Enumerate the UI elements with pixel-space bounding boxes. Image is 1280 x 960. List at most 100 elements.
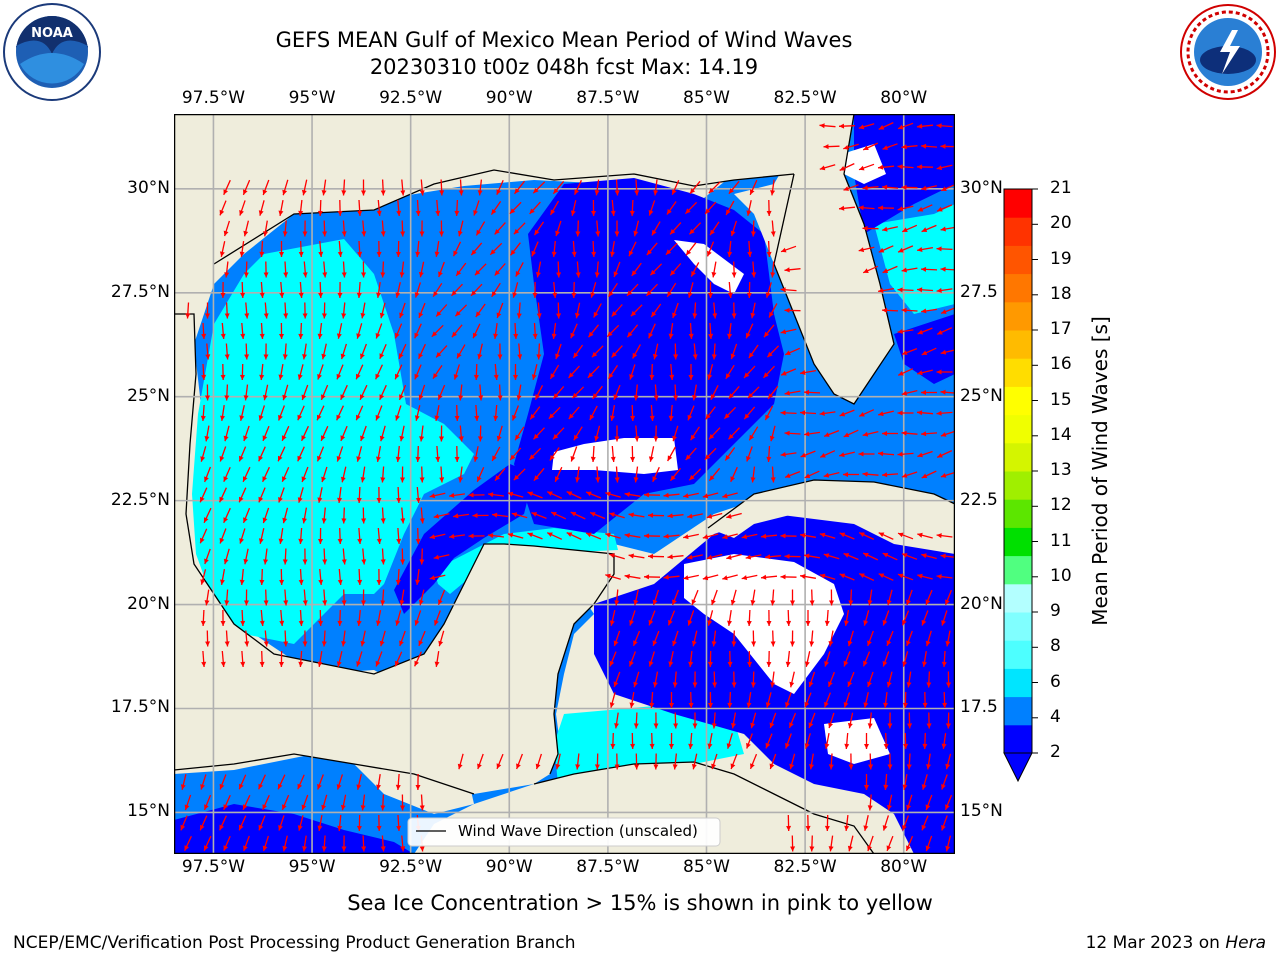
wind-arrow-head bbox=[243, 395, 249, 401]
wind-arrow-head bbox=[945, 599, 950, 605]
wind-arrow-head bbox=[321, 190, 327, 196]
wind-arrow-head bbox=[458, 395, 464, 401]
lat-tick-right: 15°N bbox=[960, 801, 1003, 822]
wind-arrow-head bbox=[702, 534, 709, 540]
wind-arrow-head bbox=[302, 354, 307, 360]
wind-arrow-head bbox=[725, 455, 731, 461]
wind-arrow-head bbox=[317, 210, 323, 216]
wind-arrow-head bbox=[575, 272, 581, 278]
wind-arrow-head bbox=[864, 744, 869, 749]
wind-arrow-head bbox=[239, 251, 245, 257]
wind-arrow-head bbox=[376, 784, 381, 790]
colorbar-segment bbox=[1004, 386, 1032, 416]
wind-arrow-head bbox=[652, 640, 658, 646]
wind-arrow-head bbox=[750, 231, 756, 237]
wind-arrow-head bbox=[945, 804, 950, 810]
wind-arrow-head bbox=[322, 272, 328, 278]
wind-arrow-head bbox=[749, 434, 755, 441]
wind-arrow-head bbox=[653, 682, 658, 688]
wind-arrow-head bbox=[532, 293, 538, 298]
wind-arrow-head bbox=[663, 533, 669, 539]
wind-arrow-head bbox=[843, 660, 849, 667]
wind-arrow-head bbox=[588, 331, 594, 338]
wind-arrow-head bbox=[610, 415, 615, 421]
wind-arrow-head bbox=[180, 824, 186, 831]
wind-arrow-head bbox=[356, 333, 362, 339]
wind-arrow-head bbox=[473, 332, 478, 339]
wind-arrow-head bbox=[301, 189, 307, 196]
wind-arrow-head bbox=[204, 845, 209, 851]
wind-arrow-head bbox=[419, 805, 425, 811]
wind-arrow-head bbox=[936, 165, 943, 171]
wind-arrow-head bbox=[667, 455, 673, 461]
wind-arrow-head bbox=[614, 477, 620, 483]
wind-arrow-head bbox=[224, 641, 230, 647]
wind-arrow-head bbox=[925, 845, 931, 852]
wind-arrow-head bbox=[200, 620, 206, 626]
wind-arrow-head bbox=[687, 554, 693, 560]
wind-arrow-head bbox=[844, 743, 850, 749]
lon-tick-top: 80°W bbox=[880, 88, 928, 108]
wind-arrow-head bbox=[867, 805, 873, 811]
wind-arrow-head bbox=[477, 436, 483, 442]
wind-arrow-head bbox=[805, 825, 811, 831]
wind-arrow-head bbox=[727, 292, 733, 298]
wind-arrow-head bbox=[509, 208, 516, 214]
wind-arrow-head bbox=[336, 414, 341, 421]
wind-arrow-head bbox=[302, 518, 307, 524]
wind-arrow-head bbox=[337, 620, 343, 626]
wind-arrow-head bbox=[379, 394, 385, 400]
wind-arrow-head bbox=[298, 251, 304, 257]
wind-arrow-head bbox=[608, 291, 614, 297]
wind-arrow-head bbox=[302, 641, 308, 647]
wind-arrow-head bbox=[415, 210, 421, 216]
wind-arrow-head bbox=[434, 619, 439, 626]
wind-arrow-head bbox=[901, 184, 907, 190]
no-data-patch bbox=[552, 438, 678, 474]
wind-arrow-head bbox=[302, 231, 308, 237]
wind-arrow-head bbox=[925, 804, 931, 810]
wind-arrow-head bbox=[414, 373, 420, 380]
wind-arrow-head bbox=[399, 272, 405, 278]
wind-arrow-head bbox=[552, 292, 558, 298]
wind-arrow-head bbox=[634, 764, 640, 770]
wind-arrow-head bbox=[243, 189, 248, 195]
wind-arrow-head bbox=[282, 435, 287, 441]
wind-arrow-head bbox=[847, 722, 853, 729]
colorbar-tick-label: 14 bbox=[1050, 424, 1072, 445]
wind-arrow-head bbox=[302, 272, 308, 278]
wind-arrow-head bbox=[863, 553, 869, 558]
wind-arrow-head bbox=[627, 331, 633, 338]
wind-arrow-head bbox=[668, 619, 673, 626]
wind-arrow-head bbox=[399, 640, 404, 646]
wind-arrow-head bbox=[685, 208, 691, 214]
wind-arrow-head bbox=[687, 620, 693, 626]
wind-arrow-head bbox=[243, 517, 248, 523]
wind-arrow-head bbox=[769, 722, 775, 728]
wind-arrow-head bbox=[711, 763, 716, 770]
wind-arrow-head bbox=[200, 415, 206, 421]
wind-arrow-head bbox=[336, 784, 342, 790]
wind-arrow-head bbox=[843, 432, 850, 437]
wind-arrow-head bbox=[396, 497, 402, 503]
lat-tick-left: 27.5°N bbox=[110, 281, 170, 302]
wind-arrow-head bbox=[531, 374, 537, 380]
wind-arrow-head bbox=[395, 579, 401, 585]
wind-arrow-head bbox=[629, 660, 634, 667]
wind-arrow-head bbox=[858, 247, 865, 253]
wind-arrow-head bbox=[180, 784, 186, 790]
wind-arrow-head bbox=[415, 579, 421, 585]
wind-arrow-head bbox=[185, 313, 191, 319]
wind-arrow-head bbox=[418, 271, 424, 278]
noaa-logo-text: NOAA bbox=[31, 26, 73, 41]
wind-arrow-head bbox=[921, 824, 927, 831]
wind-arrow-head bbox=[572, 392, 578, 399]
wind-arrow-head bbox=[279, 579, 285, 585]
wind-arrow-head bbox=[843, 145, 849, 150]
wind-arrow-head bbox=[669, 374, 675, 380]
colorbar-segment bbox=[1004, 189, 1032, 218]
wind-arrow-head bbox=[922, 702, 928, 708]
wind-arrow-head bbox=[613, 394, 619, 400]
wind-arrow-head bbox=[727, 620, 732, 626]
wind-arrow-head bbox=[902, 661, 908, 667]
